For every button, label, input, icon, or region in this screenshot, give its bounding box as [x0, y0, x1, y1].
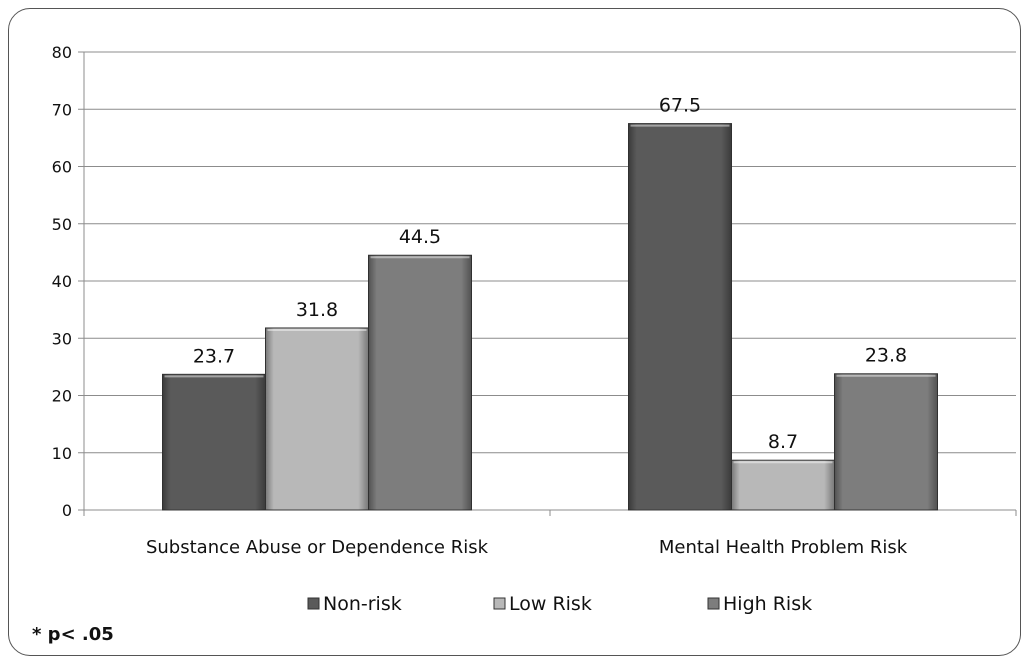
category-label: Substance Abuse or Dependence Risk — [146, 537, 489, 558]
y-tick-label: 20 — [52, 387, 72, 406]
data-label: 67.5 — [659, 95, 701, 117]
data-label: 23.8 — [865, 345, 907, 367]
y-tick-label: 30 — [52, 329, 72, 348]
bars — [162, 123, 938, 511]
legend-swatch — [493, 597, 506, 610]
data-label: 23.7 — [193, 345, 235, 367]
bar-shading — [731, 460, 835, 510]
data-label: 31.8 — [296, 299, 338, 321]
footnote: * p< .05 — [32, 624, 114, 645]
data-label: 44.5 — [399, 226, 441, 248]
y-tick-label: 70 — [52, 100, 72, 119]
legend-label: Non-risk — [323, 593, 402, 615]
chart-frame — [8, 8, 1021, 656]
labels: 23.7 31.8 44.5 Substance Abuse or Dependenc… — [146, 95, 908, 558]
legend: Non-risk Low Risk High Risk — [307, 593, 812, 615]
y-tick-label: 60 — [52, 158, 72, 177]
legend-label: Low Risk — [509, 593, 592, 615]
legend-swatch — [707, 597, 720, 610]
bar-shading — [162, 374, 266, 510]
y-tick-label: 40 — [52, 272, 72, 291]
bar-shading — [265, 327, 369, 510]
bar-shading — [834, 373, 938, 510]
y-tick-label: 50 — [52, 215, 72, 234]
y-tick-label: 10 — [52, 444, 72, 463]
data-label: 8.7 — [768, 431, 798, 453]
bar-shading — [628, 123, 732, 510]
y-tick-label: 80 — [52, 43, 72, 62]
legend-swatch — [307, 597, 320, 610]
y-tick-label: 0 — [62, 501, 72, 520]
category-label: Mental Health Problem Risk — [659, 537, 908, 558]
legend-label: High Risk — [723, 593, 812, 615]
bar-shading — [368, 255, 472, 510]
